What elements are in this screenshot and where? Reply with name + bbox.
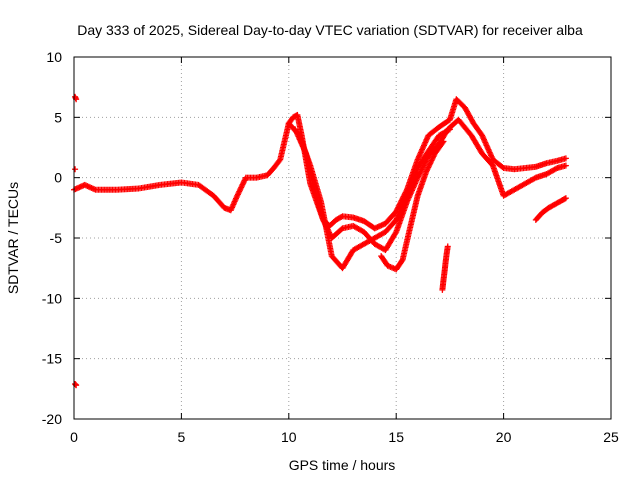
data-point: [562, 162, 569, 169]
x-tick-label: 20: [496, 429, 512, 445]
data-point: [562, 155, 569, 162]
y-tick-label: -10: [42, 290, 62, 306]
grid: [74, 57, 611, 419]
data-point: [72, 166, 79, 173]
data-point: [439, 139, 446, 146]
x-axis-label: GPS time / hours: [289, 457, 396, 473]
x-tick-label: 10: [281, 429, 297, 445]
data-point: [552, 165, 559, 172]
tick-labels: 0 5 10 15 20 25 -20 -15 -10 -5 0 5 10: [42, 49, 619, 445]
y-tick-label: 10: [46, 49, 62, 65]
y-tick-label: -20: [42, 411, 62, 427]
x-tick-label: 25: [603, 429, 619, 445]
y-tick-label: -15: [42, 351, 62, 367]
chart-title: Day 333 of 2025, Sidereal Day-to-day VTE…: [77, 22, 583, 38]
data-points: [71, 93, 569, 389]
y-axis-label: SDTVAR / TECUs: [5, 182, 21, 294]
x-tick-label: 0: [70, 429, 78, 445]
x-tick-label: 5: [178, 429, 186, 445]
data-point: [398, 257, 405, 264]
data-point: [499, 164, 506, 171]
data-point: [562, 195, 569, 202]
data-point: [276, 157, 283, 164]
data-point: [392, 230, 399, 237]
data-point: [444, 243, 451, 250]
y-tick-label: 5: [54, 109, 62, 125]
y-tick-label: 0: [54, 170, 62, 186]
axis-ticks: [73, 56, 612, 420]
data-point: [440, 138, 447, 145]
x-tick-label: 15: [388, 429, 404, 445]
y-tick-label: -5: [50, 230, 63, 246]
data-point: [531, 175, 538, 182]
